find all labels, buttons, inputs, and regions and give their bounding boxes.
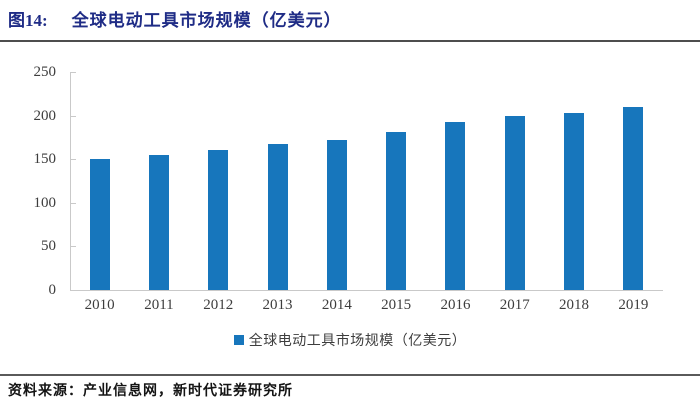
x-axis-label: 2018 [559,297,590,313]
y-axis-line [70,72,71,290]
y-axis-tick [70,115,76,117]
y-axis-tick [70,72,76,73]
figure-number-label: 图14: [8,11,48,30]
x-axis-label: 2019 [618,297,649,313]
bar [148,154,169,290]
bar [267,144,288,290]
footer-divider-line [0,374,700,376]
y-axis-tick [70,290,76,291]
figure-title-row: 图14: 全球电动工具市场规模（亿美元） [8,9,692,33]
y-axis-tick [70,159,76,161]
y-axis-tick [70,202,76,204]
x-axis-label: 2016 [440,297,471,313]
x-axis-label: 2015 [381,297,412,313]
bar [623,106,644,290]
legend-color-swatch [233,335,244,345]
bar [208,150,229,290]
x-axis-label: 2017 [499,297,530,313]
y-axis-label: 250 [33,64,57,80]
x-axis-label: 2011 [144,297,174,313]
title-divider-line [0,40,700,42]
y-axis-label: 150 [33,151,57,168]
chart-title: 全球电动工具市场规模（亿美元） [71,11,342,30]
source-text: 资料来源：产业信息网，新时代证券研究所 [8,384,293,399]
x-axis-label: 2014 [321,297,352,313]
x-axis-label: 2013 [262,297,293,313]
y-axis-label: 50 [41,238,56,255]
bar [504,115,525,290]
bar [445,121,466,290]
chart-legend: 全球电动工具市场规模（亿美元） [0,330,700,350]
y-axis-tick [70,246,76,248]
x-axis-line [70,290,663,291]
bar [564,112,585,290]
x-axis-label: 2010 [84,297,115,313]
y-axis-label: 200 [33,107,57,124]
bar [89,159,110,290]
y-axis-label: 100 [33,194,57,211]
bar [326,140,347,290]
bar [386,132,407,290]
legend-label: 全球电动工具市场规模（亿美元） [248,334,467,349]
x-axis-label: 2012 [203,297,234,313]
y-axis-label: 0 [48,282,57,298]
